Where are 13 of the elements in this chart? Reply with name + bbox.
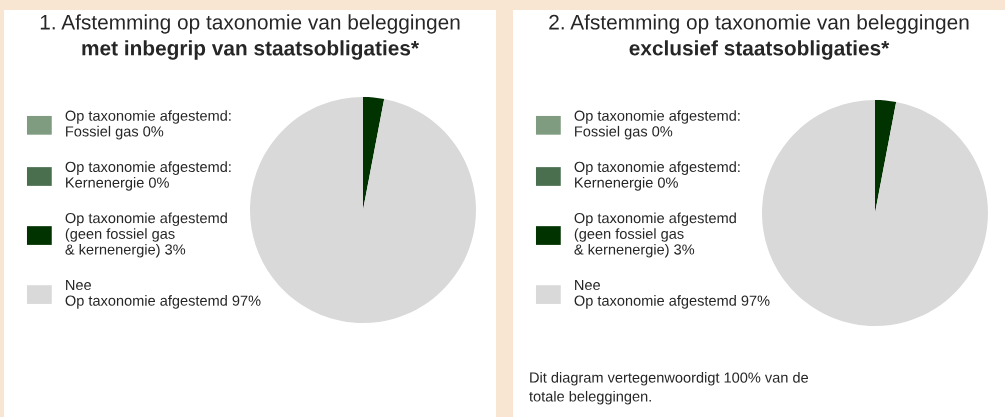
legend-label: Op taxonomie afgestemd (geen fossiel gas & kernenergie) 3% (574, 212, 736, 258)
chart-subtitle: met inbegrip van staatsobligaties* (82, 40, 420, 60)
legend-label: Op taxonomie afgestemd: Kernenergie 0% (65, 161, 231, 191)
chart-subtitle: exclusief staatsobligaties* (629, 40, 890, 60)
legend-label: Op taxonomie afgestemd (geen fossiel gas & kernenergie) 3% (65, 212, 227, 258)
text: Dit diagram vertegenwoordigt 100% van de totale beleggingen. (529, 372, 809, 405)
chart-title: 1. Afstemming op taxonomie van beleggingen (40, 14, 460, 34)
legend-label: Op taxonomie afgestemd: Kernenergie 0% (574, 161, 740, 191)
legend-label: Nee Op taxonomie afgestemd 97% (65, 279, 261, 309)
legend-label: Op taxonomie afgestemd: Fossiel gas 0% (65, 110, 231, 140)
chart-title: 2. Afstemming op taxonomie van beleggingen (549, 14, 969, 34)
legend-label: Nee Op taxonomie afgestemd 97% (574, 279, 770, 309)
legend-label: Op taxonomie afgestemd: Fossiel gas 0% (574, 110, 740, 140)
